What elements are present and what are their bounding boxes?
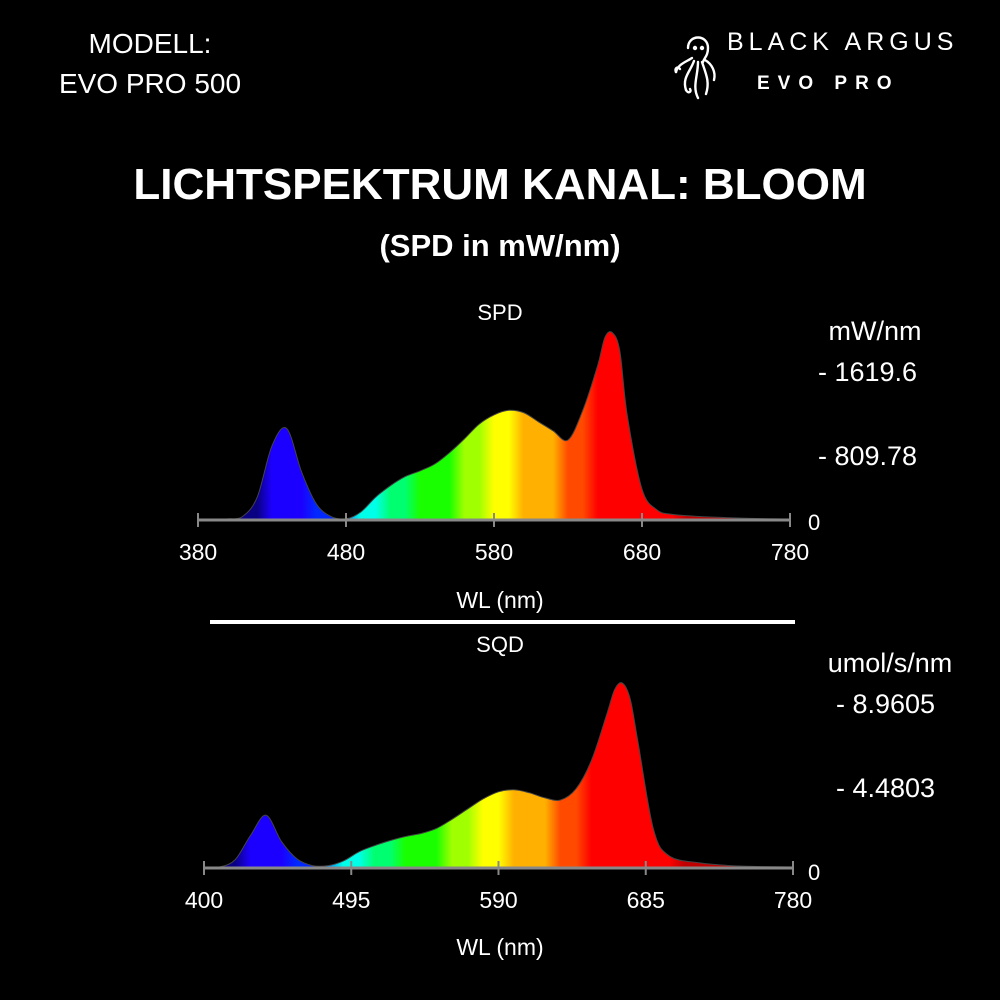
chart-spd: 380 480 580 680 780 SPD WL (nm) mW/nm - 1619.6 - … xyxy=(179,300,922,613)
brand-logo: BLACK ARGUS EVO PRO xyxy=(672,26,972,106)
chart-sqd: 400 495 590 685 780 SQD WL (nm) umol/s/nm - 8.96… xyxy=(185,632,952,960)
x-tick-label: 495 xyxy=(332,887,370,913)
x-tick-label: 480 xyxy=(327,539,365,565)
y-tick-label: 0 xyxy=(808,510,820,535)
chart-title: SQD xyxy=(476,632,524,657)
x-tick-label: 685 xyxy=(627,887,665,913)
y-tick-label: - 1619.6 xyxy=(818,357,917,387)
x-tick-label: 380 xyxy=(179,539,217,565)
brand-name: BLACK ARGUS xyxy=(727,28,959,56)
spectrum-area xyxy=(197,331,791,521)
x-tick-label: 780 xyxy=(774,887,812,913)
model-label: MODELL: xyxy=(88,28,212,59)
y-tick-label: - 809.78 xyxy=(818,441,917,471)
model-info: MODELL: EVO PRO 500 xyxy=(40,24,260,104)
x-axis-label: WL (nm) xyxy=(456,587,543,613)
y-axis-unit: umol/s/nm xyxy=(828,648,953,678)
x-tick-label: 580 xyxy=(475,539,513,565)
x-tick-label: 680 xyxy=(623,539,661,565)
x-tick-label: 590 xyxy=(479,887,517,913)
x-tick-label: 780 xyxy=(771,539,809,565)
y-tick-label: - 8.9605 xyxy=(836,689,935,719)
x-axis-label: WL (nm) xyxy=(456,934,543,960)
chart-title: SPD xyxy=(477,300,522,325)
page-subtitle: (SPD in mW/nm) xyxy=(379,228,621,263)
x-tick-label: 400 xyxy=(185,887,223,913)
brand-subline: EVO PRO xyxy=(757,73,900,94)
page-title: LICHTSPEKTRUM KANAL: BLOOM xyxy=(133,160,867,209)
spectrum-area xyxy=(203,682,794,869)
y-tick-label: - 4.4803 xyxy=(836,773,935,803)
chart-divider xyxy=(210,620,795,624)
octopus-icon xyxy=(674,36,716,100)
y-axis-unit: mW/nm xyxy=(829,316,922,346)
model-name: EVO PRO 500 xyxy=(58,68,242,99)
y-tick-label: 0 xyxy=(808,860,820,885)
